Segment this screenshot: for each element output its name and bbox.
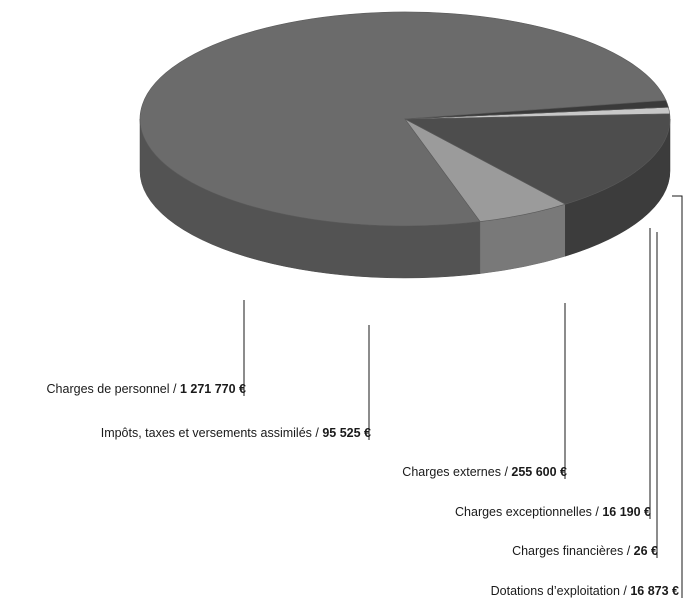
pie-slice-charges-de-personnel (139, 11, 667, 227)
label-charges-de-personnel: Charges de personnel / 1 271 770 € (47, 382, 247, 396)
label-charges-exceptionnelles: Charges exceptionnelles / 16 190 € (455, 505, 651, 519)
pie-slice-dotations-d-exploitation (404, 100, 669, 120)
leader-line-dotations-d-exploitation (672, 195, 683, 598)
label-leader-lines (243, 195, 683, 598)
pie-slice-charges-externes (403, 113, 671, 205)
label-impots-taxes: Impôts, taxes et versements assimilés / … (101, 426, 371, 440)
label-charges-externes: Charges externes / 255 600 € (402, 465, 567, 479)
label-dotations-exploitation: Dotations d’exploitation / 16 873 € (491, 584, 679, 598)
label-charges-financieres: Charges financières / 26 € (512, 544, 658, 558)
pie-top-slices (139, 11, 671, 227)
